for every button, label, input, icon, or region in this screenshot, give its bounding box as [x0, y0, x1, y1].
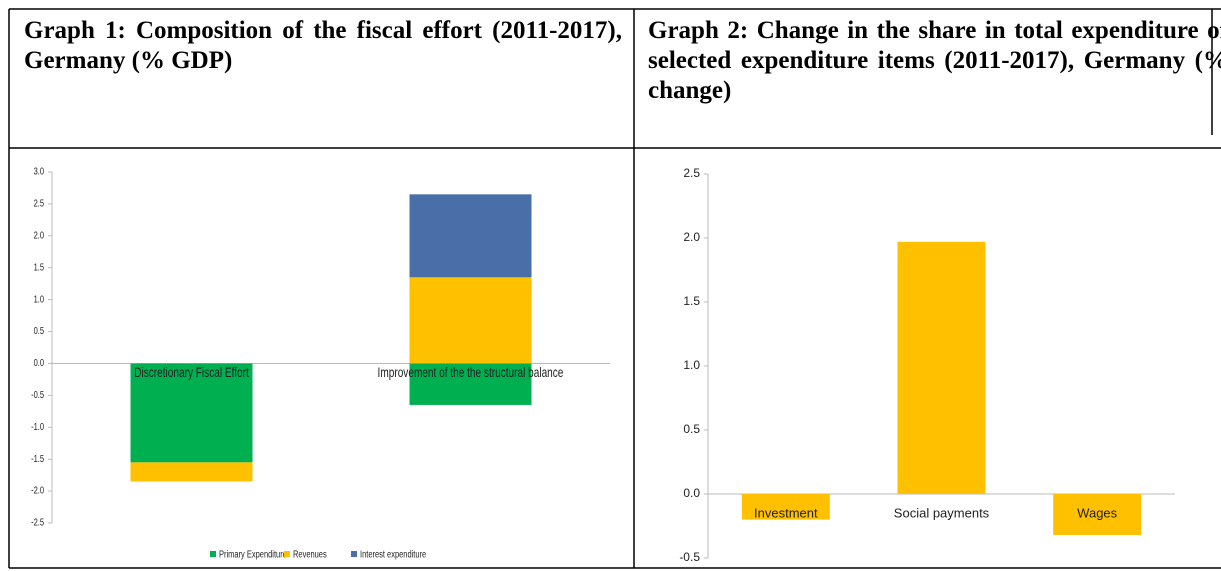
y-tick-label: 1.5: [34, 261, 44, 272]
x-tick-label: Social payments: [894, 505, 990, 520]
y-tick-label: -1.5: [31, 453, 44, 464]
y-tick-label: 1.5: [683, 294, 700, 308]
bar: [897, 241, 986, 494]
graph-2-title: Graph 2: Change in the share in total ex…: [648, 17, 1221, 104]
y-tick-label: -1.0: [31, 421, 44, 432]
y-tick-label: 1.0: [34, 293, 44, 304]
bar-segment: [409, 277, 532, 364]
y-tick-label: 0.0: [34, 357, 44, 368]
y-tick-label: 0.5: [683, 422, 700, 436]
legend-swatch: [351, 551, 357, 557]
legend-label: Primary Expenditure: [219, 549, 287, 560]
y-tick-label: -2.0: [31, 485, 44, 496]
y-tick-label: 0.0: [683, 486, 700, 500]
y-tick-label: 2.5: [683, 166, 700, 180]
x-tick-label: Discretionary Fiscal Effort: [134, 365, 249, 381]
legend-swatch: [210, 551, 216, 557]
bar: [741, 494, 830, 520]
y-tick-label: -2.5: [31, 517, 44, 528]
y-tick-label: -0.5: [31, 389, 44, 400]
graph-1-title: Graph 1: Composition of the fiscal effor…: [24, 17, 622, 74]
y-tick-label: 2.0: [34, 229, 44, 240]
table-borders: [8, 8, 1221, 569]
bar-segment: [130, 363, 253, 463]
y-tick-label: 1.0: [683, 358, 700, 372]
legend-label: Revenues: [293, 549, 327, 560]
bar-segment: [130, 462, 253, 482]
x-tick-label: Wages: [1077, 505, 1117, 520]
legend-label: Interest expenditure: [360, 549, 426, 560]
y-tick-label: -0.5: [679, 550, 700, 564]
y-tick-label: 0.5: [34, 325, 44, 336]
y-tick-label: 3.0: [34, 166, 44, 177]
bar-segment: [409, 194, 532, 278]
bar-segment: [409, 363, 532, 405]
y-tick-label: 2.0: [683, 230, 700, 244]
x-tick-label: Investment: [754, 505, 818, 520]
bar: [1053, 494, 1142, 535]
legend-swatch: [284, 551, 290, 557]
y-tick-label: 2.5: [34, 197, 44, 208]
x-tick-label: Improvement of the the structural balanc…: [378, 365, 564, 381]
